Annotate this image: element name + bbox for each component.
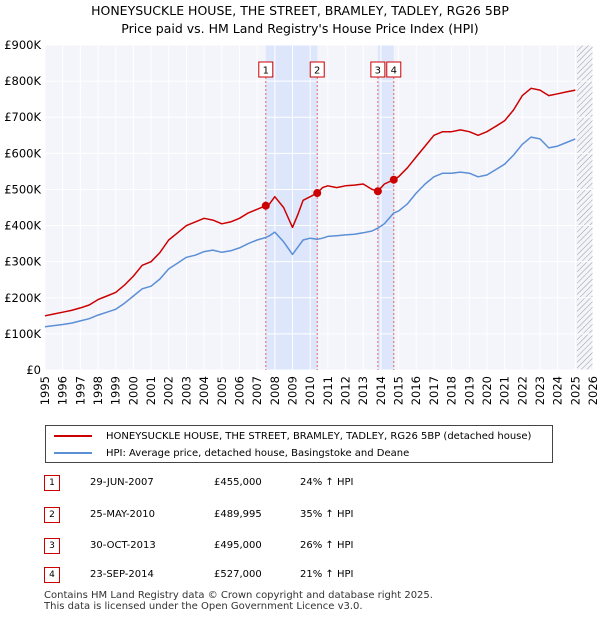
- x-tick-label: 2001: [144, 376, 158, 405]
- transaction-price: £495,000: [214, 540, 262, 551]
- transaction-hpi-change: 24% ↑ HPI: [300, 477, 354, 488]
- footer-line-copyright: Contains HM Land Registry data © Crown c…: [44, 590, 433, 601]
- legend-item-hpi: HPI: Average price, detached house, Basi…: [54, 445, 409, 461]
- y-tick-label: £100K: [4, 327, 41, 341]
- transaction-point: [373, 187, 382, 196]
- x-tick-label: 2021: [498, 376, 512, 405]
- transaction-marker: 1: [44, 475, 60, 491]
- chart-title: HONEYSUCKLE HOUSE, THE STREET, BRAMLEY, …: [91, 3, 509, 18]
- transaction-marker-label: 3: [375, 66, 381, 77]
- x-tick-label: 2024: [551, 376, 565, 405]
- series-line-hpi: [44, 136, 576, 328]
- transaction-date: 23-SEP-2014: [90, 569, 154, 580]
- x-tick-label: 1996: [56, 376, 70, 405]
- plot-area: [45, 45, 593, 370]
- x-tick-label: 2012: [339, 376, 353, 405]
- y-tick-label: £700K: [4, 110, 41, 124]
- transaction-marker-label: 4: [391, 66, 397, 77]
- transaction-point: [313, 189, 322, 198]
- footer-line-licence: This data is licensed under the Open Gov…: [44, 601, 363, 612]
- x-tick-label: 2016: [409, 376, 423, 405]
- y-tick-label: £300K: [4, 255, 41, 269]
- chart-legend: HONEYSUCKLE HOUSE, THE STREET, BRAMLEY, …: [45, 425, 553, 463]
- x-tick-label: 2011: [321, 376, 335, 405]
- legend-label-property: HONEYSUCKLE HOUSE, THE STREET, BRAMLEY, …: [106, 430, 532, 442]
- x-tick-label: 1998: [91, 376, 105, 405]
- y-tick-label: £500K: [4, 182, 41, 196]
- transaction-point: [261, 201, 270, 210]
- legend-swatch-hpi: [54, 452, 92, 454]
- x-tick-label: 2006: [232, 376, 246, 405]
- x-tick-label: 2020: [480, 376, 494, 405]
- forecast-hatch: [577, 45, 593, 370]
- x-tick-label: 2000: [126, 376, 140, 405]
- x-tick-label: 2019: [462, 376, 476, 405]
- legend-item-property: HONEYSUCKLE HOUSE, THE STREET, BRAMLEY, …: [54, 428, 531, 444]
- footer-attribution: Contains HM Land Registry data © Crown c…: [44, 590, 433, 612]
- series-line-property: [44, 87, 576, 317]
- transaction-marker: 3: [44, 538, 60, 554]
- table-row: 2 25-MAY-2010 £489,995 35% ↑ HPI: [44, 507, 444, 523]
- x-tick-label: 1995: [38, 376, 52, 405]
- x-tick-label: 2009: [285, 376, 299, 405]
- transaction-marker-box: [370, 61, 386, 78]
- transaction-marker-box: [309, 61, 325, 78]
- transaction-marker: 2: [44, 507, 60, 523]
- x-tick-label: 2007: [250, 376, 264, 405]
- table-row: 1 29-JUN-2007 £455,000 24% ↑ HPI: [44, 475, 444, 491]
- y-tick-label: £600K: [4, 146, 41, 160]
- x-tick-label: 2018: [445, 376, 459, 405]
- legend-swatch-property: [54, 435, 92, 437]
- transaction-marker: 4: [44, 567, 60, 583]
- y-tick-label: £800K: [4, 74, 41, 88]
- x-tick-label: 2008: [268, 376, 282, 405]
- x-tick-label: 2022: [515, 376, 529, 405]
- transaction-point: [389, 175, 398, 184]
- x-tick-label: 1997: [73, 376, 87, 405]
- transaction-marker-box: [386, 61, 402, 78]
- x-tick-label: 2015: [392, 376, 406, 405]
- y-tick-label: £900K: [4, 38, 41, 52]
- legend-label-hpi: HPI: Average price, detached house, Basi…: [106, 447, 410, 459]
- sale-period-shading: [265, 45, 318, 370]
- transaction-date: 30-OCT-2013: [90, 540, 156, 551]
- table-row: 4 23-SEP-2014 £527,000 21% ↑ HPI: [44, 567, 444, 583]
- y-tick-label: £400K: [4, 219, 41, 233]
- y-tick-label: £200K: [4, 291, 41, 305]
- x-tick-label: 2004: [197, 376, 211, 405]
- transaction-date: 29-JUN-2007: [90, 477, 154, 488]
- chart-subtitle: Price paid vs. HM Land Registry's House …: [121, 21, 479, 36]
- y-tick-label: £0: [26, 363, 41, 377]
- table-row: 3 30-OCT-2013 £495,000 26% ↑ HPI: [44, 538, 444, 554]
- transaction-marker-box: [258, 61, 274, 78]
- transaction-marker-label: 2: [314, 66, 320, 77]
- transaction-marker-label: 1: [263, 66, 269, 77]
- transaction-date: 25-MAY-2010: [90, 509, 156, 520]
- price-chart: £0 £100K £200K £300K £400K £500K £600K £700K £80…: [4, 38, 600, 405]
- transaction-price: £489,995: [214, 509, 262, 520]
- transaction-hpi-change: 35% ↑ HPI: [300, 509, 354, 520]
- x-tick-label: 2026: [586, 376, 600, 405]
- x-tick-label: 2003: [179, 376, 193, 405]
- x-tick-label: 2013: [356, 376, 370, 405]
- x-tick-label: 2017: [427, 376, 441, 405]
- x-tick-label: 2005: [215, 376, 229, 405]
- x-tick-label: 1999: [109, 376, 123, 405]
- transaction-price: £527,000: [214, 569, 262, 580]
- x-tick-label: 2010: [303, 376, 317, 405]
- x-tick-label: 2025: [568, 376, 582, 405]
- transaction-hpi-change: 21% ↑ HPI: [300, 569, 354, 580]
- sale-period-shading: [377, 45, 394, 370]
- x-tick-label: 2023: [533, 376, 547, 405]
- transaction-price: £455,000: [214, 477, 262, 488]
- x-tick-label: 2014: [374, 376, 388, 405]
- x-tick-label: 2002: [162, 376, 176, 405]
- transaction-hpi-change: 26% ↑ HPI: [300, 540, 354, 551]
